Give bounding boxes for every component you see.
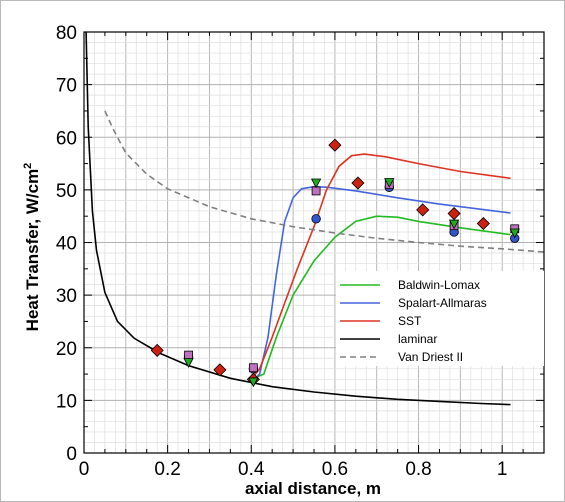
legend-label: laminar xyxy=(398,332,437,346)
marker-triangle-down xyxy=(310,178,322,189)
marker-diamond xyxy=(328,138,342,152)
marker-diamond xyxy=(416,203,430,217)
legend-box xyxy=(336,271,544,366)
y-axis-label: Heat Transfer, W/cm2 xyxy=(22,163,42,332)
y-tick-label: 80 xyxy=(56,23,77,44)
y-tick-label: 40 xyxy=(56,234,77,255)
marker-triangle-down xyxy=(248,377,259,388)
x-tick-label: 0.2 xyxy=(154,459,180,480)
marker-square xyxy=(184,350,193,360)
marker-triangle-down xyxy=(448,219,460,230)
y-axis-label-superscript: 2 xyxy=(22,163,34,169)
marker-triangle-down xyxy=(183,358,194,368)
y-tick-label: 70 xyxy=(56,76,77,97)
y-tick-label: 0 xyxy=(66,444,77,465)
x-tick-label: 0.6 xyxy=(322,459,348,480)
y-tick-label: 10 xyxy=(56,391,77,412)
marker-square xyxy=(248,363,258,373)
series-group xyxy=(85,31,545,406)
marker-diamond xyxy=(351,176,365,190)
y-tick-label: 20 xyxy=(56,339,77,360)
series-line-baldwin-lomax xyxy=(250,215,511,381)
series-line-van-driest-ii xyxy=(104,110,545,253)
legend-label: Baldwin-Lomax xyxy=(398,278,480,292)
x-tick-label: 0 xyxy=(79,459,90,480)
y-axis-label-text: Heat Transfer, W/cm xyxy=(23,169,42,332)
series-line-sst xyxy=(250,153,511,380)
marker-diamond xyxy=(150,343,164,357)
y-tick-label: 50 xyxy=(56,181,77,202)
x-axis-label: axial distance, m xyxy=(245,479,381,498)
series-line-spalart-allmaras xyxy=(250,185,511,383)
legend-label: Spalart-Allmaras xyxy=(398,296,487,310)
markers-group xyxy=(150,138,520,388)
x-tick-label: 1 xyxy=(497,459,508,480)
marker-circle xyxy=(311,214,321,224)
marker-triangle-down xyxy=(509,228,520,239)
marker-triangle-down xyxy=(384,178,395,188)
marker-diamond xyxy=(476,216,490,231)
x-tick-label: 0.8 xyxy=(405,459,431,480)
y-tick-label: 30 xyxy=(56,286,77,307)
grid xyxy=(83,31,545,454)
legend: Baldwin-Lomax Spalart-Allmaras SST laminar V… xyxy=(336,271,544,366)
marker-diamond xyxy=(447,206,461,221)
x-tick-label: 0.4 xyxy=(238,459,265,480)
legend-label: SST xyxy=(398,314,422,328)
marker-diamond xyxy=(213,363,227,377)
legend-label: Van Driest II xyxy=(398,350,463,364)
y-tick-label: 60 xyxy=(56,128,77,149)
